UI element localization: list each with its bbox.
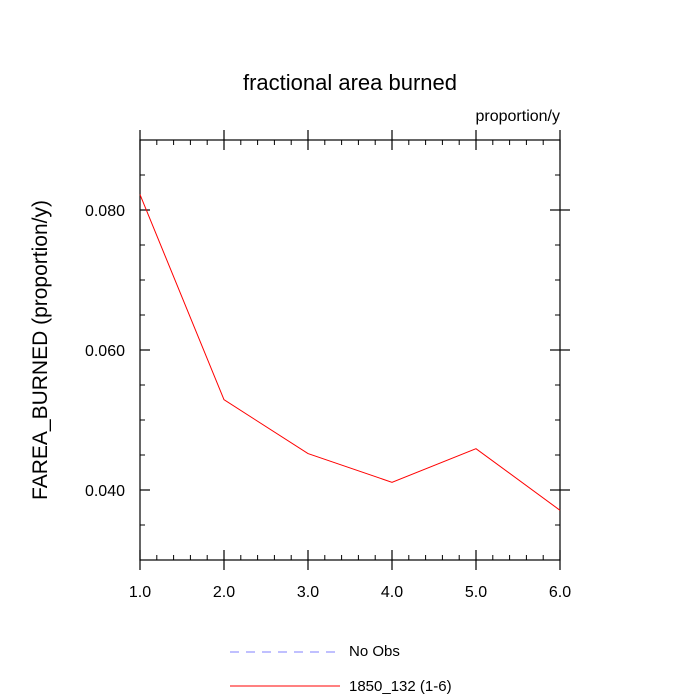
plot-frame — [139, 139, 561, 561]
x-tick-label: 6.0 — [549, 584, 571, 601]
x-tick-label: 3.0 — [297, 584, 319, 601]
legend-label-no-obs: No Obs — [349, 643, 400, 660]
units-label: proportion/y — [475, 108, 561, 125]
chart-title: fractional area burned — [242, 70, 458, 95]
y-tick-label: 0.060 — [85, 343, 125, 360]
x-tick-label: 4.0 — [381, 584, 403, 601]
y-tick-label: 0.080 — [85, 203, 125, 220]
y-tick-label: 0.040 — [85, 483, 125, 500]
x-tick-label: 5.0 — [465, 584, 487, 601]
legend-label-series: 1850_132 (1-6) — [349, 678, 452, 695]
y-axis-label: FAREA_BURNED (proportion/y) — [29, 200, 52, 500]
x-tick-label: 2.0 — [213, 584, 235, 601]
series-line-0 — [139, 194, 561, 511]
x-tick-label: 1.0 — [129, 584, 151, 601]
